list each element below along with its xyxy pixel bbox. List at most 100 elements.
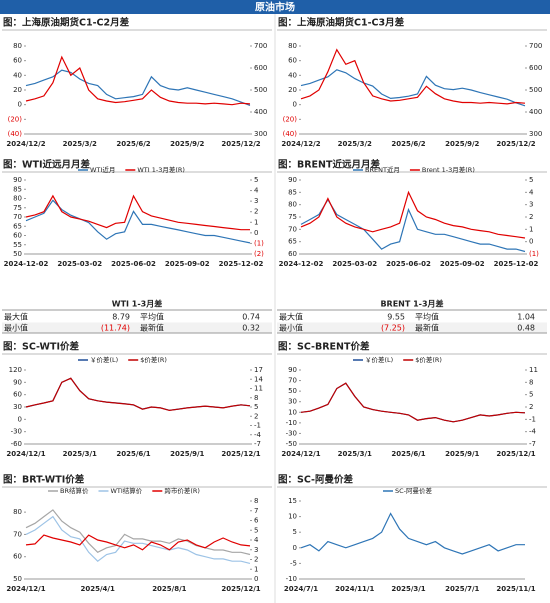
y-tick-label: 10 (288, 513, 297, 521)
y2-tick-label: 1 (254, 565, 258, 573)
y2-tick-label: 5 (254, 526, 258, 534)
x-tick-label: 2025-03-02 (332, 260, 377, 268)
table-cell: 最小值 (4, 323, 28, 333)
table-cell: 最新值 (415, 323, 439, 333)
y2-tick-label: 700 (254, 42, 267, 50)
y2-tick-label: 1 (254, 218, 258, 226)
x-tick-label: 2025-06-02 (386, 260, 431, 268)
series-line (300, 190, 526, 239)
y2-tick-label: -7 (529, 440, 536, 448)
series-line (25, 377, 251, 411)
table-title: WTI 1-3月差 (112, 299, 163, 309)
y2-tick-label: 4 (529, 188, 534, 196)
y-tick-label: 85 (288, 188, 297, 196)
y-tick-label: (40) (283, 130, 298, 138)
y2-tick-label: 4 (254, 187, 259, 195)
y-tick-label: (40) (8, 130, 23, 138)
x-tick-label: 2024/11/1 (335, 585, 374, 593)
x-tick-label: 2024/12/2 (281, 140, 320, 148)
series-line (25, 534, 251, 551)
y-tick-label: 70 (288, 225, 297, 233)
y-tick-label: 80 (13, 508, 22, 516)
x-tick-label: 2025-12-02 (494, 260, 539, 268)
y-tick-label: 120 (9, 366, 22, 374)
legend-label: ￥价差(L) (90, 355, 118, 364)
chart-title: 图：上海原油期货C1-C3月差 (278, 17, 405, 29)
table-cell: 平均值 (415, 312, 439, 322)
x-tick-label: 2024/12/1 (281, 450, 320, 458)
y-tick-label: -10 (286, 575, 297, 583)
y2-tick-label: 5 (529, 391, 533, 399)
y-tick-label: 55 (13, 241, 22, 249)
y-tick-label: -30 (286, 429, 297, 437)
series-line (300, 69, 526, 107)
y-tick-label: 0 (293, 544, 297, 552)
x-tick-label: 2025/9/2 (170, 140, 204, 148)
series-line (25, 509, 251, 556)
y2-tick-label: 300 (529, 130, 542, 138)
series-line (25, 515, 251, 564)
y-tick-label: 85 (13, 185, 22, 193)
y-tick-label: -10 (286, 419, 297, 427)
y-tick-label: 0 (18, 101, 22, 109)
y2-tick-label: 6 (254, 517, 259, 525)
legend-label: SC-阿曼价差 (395, 486, 433, 495)
y-tick-label: 90 (288, 176, 297, 184)
y-tick-label: 60 (13, 553, 22, 561)
chart-title: 图：上海原油期货C1-C2月差 (3, 17, 130, 29)
y-tick-label: 60 (13, 232, 22, 240)
y-tick-label: 60 (13, 57, 22, 65)
x-tick-label: 2025-12-02 (219, 260, 264, 268)
y-tick-label: 80 (288, 201, 297, 209)
y2-tick-label: -4 (254, 431, 262, 439)
legend-label: $价差(R) (140, 355, 167, 364)
x-tick-label: 2025/12/2 (496, 140, 535, 148)
table-row (2, 322, 272, 334)
y2-tick-label: 0 (254, 575, 258, 583)
table-cell: 0.74 (242, 313, 260, 322)
legend-label: Brent 1-3月差(R) (422, 165, 475, 174)
y-tick-label: 15 (288, 497, 297, 505)
header-title: 原油市场 (255, 1, 295, 14)
y2-tick-label: (1) (529, 250, 539, 258)
table-cell: (7.25) (381, 324, 405, 333)
y-tick-label: -30 (11, 428, 22, 436)
y-tick-label: 40 (13, 71, 22, 79)
chart-title: 图：SC-阿曼价差 (278, 474, 353, 486)
x-tick-label: 2025/3/1 (391, 585, 425, 593)
x-tick-label: 2025/12/1 (496, 450, 535, 458)
y-tick-label: 70 (288, 377, 297, 385)
x-tick-label: 2025/11/1 (496, 585, 535, 593)
y2-tick-label: 2 (254, 556, 258, 564)
y-tick-label: 65 (288, 238, 297, 246)
y2-tick-label: 300 (254, 130, 267, 138)
y2-tick-label: 17 (254, 366, 263, 374)
y2-tick-label: 14 (254, 375, 263, 383)
legend-label: BR结算价 (60, 486, 89, 495)
y2-tick-label: 1 (529, 225, 533, 233)
y2-tick-label: 2 (254, 412, 258, 420)
x-tick-label: 2025/12/1 (221, 585, 260, 593)
x-tick-label: 2025/6/1 (391, 450, 425, 458)
y-tick-label: 75 (288, 213, 297, 221)
y2-tick-label: 3 (529, 201, 533, 209)
series-line (300, 382, 526, 423)
series-line (25, 69, 251, 106)
x-tick-label: 2025/9/1 (170, 450, 204, 458)
y-tick-label: 60 (288, 57, 297, 65)
y-tick-label: -50 (286, 440, 297, 448)
y-tick-label: 75 (13, 204, 22, 212)
table-title: BRENT 1-3月差 (380, 299, 443, 309)
y2-tick-label: (2) (254, 250, 264, 258)
x-tick-label: 2025/3/2 (63, 140, 97, 148)
chart-title: 图：WTI近远月月差 (3, 159, 90, 171)
y-tick-label: 50 (13, 575, 22, 583)
table-row (277, 311, 547, 323)
y2-tick-label: 4 (254, 536, 259, 544)
table-cell: 最大值 (4, 312, 28, 322)
y-tick-label: 90 (13, 176, 22, 184)
chart-title: 图：BRENT近远月月差 (278, 159, 380, 171)
y2-tick-label: 600 (529, 64, 542, 72)
y2-tick-label: 11 (254, 385, 263, 393)
